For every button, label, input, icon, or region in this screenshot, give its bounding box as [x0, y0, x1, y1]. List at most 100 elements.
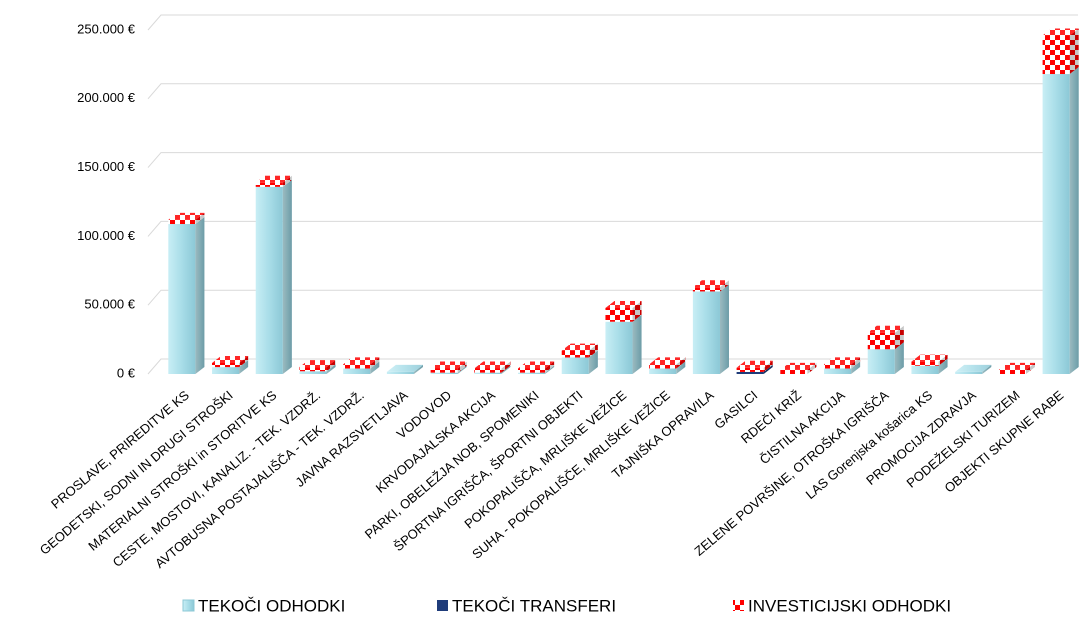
legend-swatch [733, 600, 744, 611]
bar-segment [955, 364, 992, 374]
bar-segment [561, 350, 598, 374]
bar-front [649, 364, 677, 369]
bar-front [605, 307, 633, 322]
bar-segment [518, 365, 555, 374]
bar-front [518, 368, 546, 373]
bar-top-shine [1042, 28, 1079, 36]
bar-front [605, 321, 633, 374]
bar-segment [998, 362, 1035, 374]
bar-side-shade [632, 314, 642, 374]
y-tick-label: 100.000 € [77, 228, 136, 243]
bar-front [430, 372, 458, 374]
bar-side-shade [282, 175, 292, 187]
bar-side-shade [545, 365, 555, 374]
bar-side [501, 365, 511, 374]
bar-front [824, 368, 852, 374]
bar-top [649, 357, 686, 365]
bar-side [457, 365, 467, 374]
bar-top-shine [736, 360, 773, 368]
bar-side-shade [588, 343, 598, 358]
bar-top-shine [692, 280, 729, 288]
bar-front [1042, 74, 1070, 375]
bar-top [255, 175, 292, 183]
bar-front [692, 287, 720, 292]
bar-top-shine [255, 175, 292, 183]
bar-top [386, 364, 423, 372]
bar-segment [1042, 67, 1079, 375]
bar-top [780, 362, 817, 370]
bar-front [255, 182, 283, 187]
bar-top [824, 357, 861, 365]
grid-line [147, 289, 1078, 306]
bar-top-shine [955, 364, 992, 372]
bar-top [430, 361, 467, 369]
bar-segment [430, 365, 467, 374]
y-tick-label: 250.000 € [77, 21, 136, 36]
bar-top [998, 362, 1035, 370]
bar-segment [1042, 28, 1079, 75]
bar-segment [649, 357, 686, 369]
bar-front [1042, 35, 1070, 75]
bar-segment [343, 361, 380, 374]
bar-segment [561, 343, 598, 358]
bar-side [851, 361, 861, 374]
bar-top [736, 360, 773, 368]
grid-line [147, 83, 1078, 100]
bar-side-shade [239, 355, 249, 368]
bar-segment [649, 361, 686, 374]
bar-top-shine [605, 300, 642, 308]
bar-side [370, 361, 380, 374]
bar-segment [474, 361, 511, 373]
bar-top-shine [474, 361, 511, 369]
legend-label: TEKOČI ODHODKI [198, 596, 345, 615]
bar-side-shade [326, 364, 336, 374]
bar-front [649, 368, 677, 374]
bar-segment [780, 362, 817, 374]
bar-segment [255, 179, 292, 374]
bar-front [998, 369, 1026, 374]
bar-segment [736, 364, 773, 374]
bar-side [282, 175, 292, 187]
bar-front [255, 186, 283, 374]
bar-side [894, 325, 904, 350]
bar-top-shine [518, 361, 555, 369]
bar-top [867, 325, 904, 333]
y-tick-label: 200.000 € [77, 90, 136, 105]
bar-side [632, 314, 642, 374]
bar-side-shade [457, 365, 467, 374]
bar-side [545, 361, 555, 373]
bar-front [692, 291, 720, 374]
bar-side [413, 364, 423, 374]
bar-side [195, 217, 205, 374]
bar-side-shade [763, 360, 773, 372]
bar-top-shine [780, 362, 817, 370]
bar-front [780, 369, 808, 374]
bar-front [474, 368, 502, 373]
bar-top [561, 343, 598, 351]
bar-side-shade [370, 357, 380, 369]
bar-segment [212, 355, 249, 368]
bar-segment [736, 360, 773, 372]
bar-side [195, 212, 205, 225]
bar-segment [605, 314, 642, 374]
bar-segment [474, 365, 511, 374]
bar-front [343, 364, 371, 369]
legend-swatch [182, 599, 195, 612]
bar-top [299, 360, 336, 368]
bar-top-shine [212, 355, 249, 363]
bar-side [676, 357, 686, 369]
bar-front [824, 364, 852, 369]
bar-front [911, 361, 939, 366]
bar-segment [605, 300, 642, 322]
bar-top [692, 280, 729, 288]
bar-side [938, 358, 948, 374]
bar-top [474, 361, 511, 369]
bar-front [911, 365, 939, 374]
bar-segment [911, 358, 948, 374]
bar-side [763, 360, 773, 372]
bar-side [457, 361, 467, 373]
bar-top [1042, 28, 1079, 36]
x-tick-label: POKOPALIŠČA, MRLIŠKE VEŽICE [461, 387, 629, 531]
bar-segment [212, 360, 249, 374]
bar-front [212, 367, 240, 374]
